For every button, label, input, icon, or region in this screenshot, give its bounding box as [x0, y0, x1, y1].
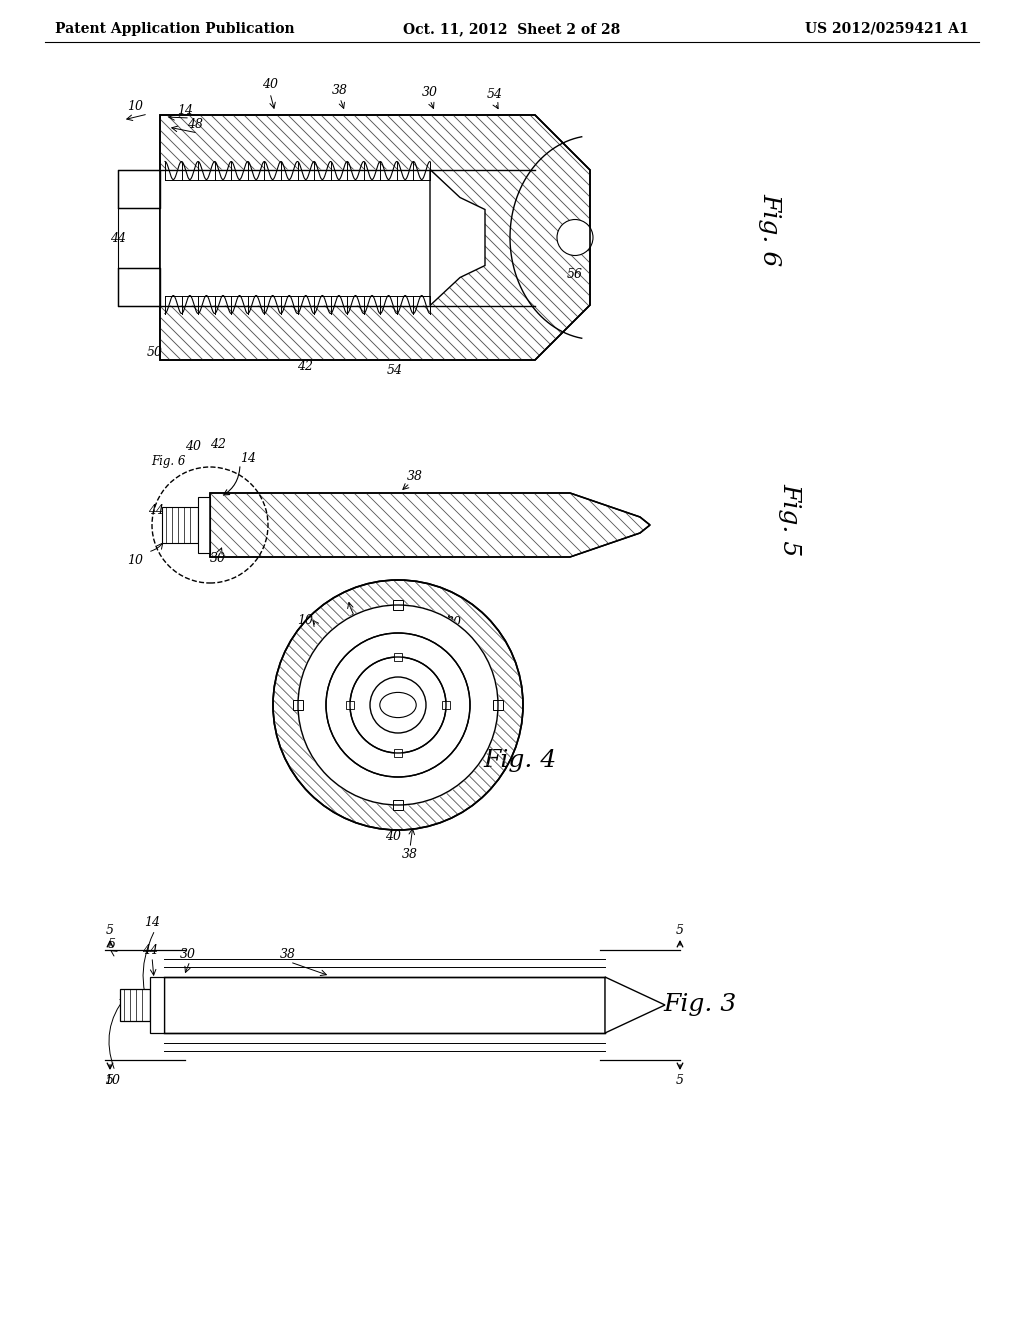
Text: 30: 30 [180, 948, 196, 961]
Text: 50: 50 [147, 346, 163, 359]
Bar [393, 601, 403, 610]
Text: 38: 38 [332, 83, 348, 96]
Text: 5: 5 [676, 1073, 684, 1086]
Text: 14: 14 [144, 916, 160, 929]
Polygon shape [120, 989, 150, 1020]
Circle shape [350, 657, 446, 752]
Text: 42: 42 [297, 360, 313, 374]
Polygon shape [162, 507, 198, 543]
Text: 38: 38 [402, 849, 418, 862]
Bar [293, 700, 303, 710]
Text: 30: 30 [446, 615, 462, 628]
Text: 40: 40 [185, 441, 201, 454]
Circle shape [557, 219, 593, 256]
Circle shape [297, 605, 499, 807]
Bar [346, 701, 354, 709]
Text: 14: 14 [240, 451, 256, 465]
Text: 10: 10 [127, 553, 143, 566]
Text: 38: 38 [407, 470, 423, 483]
Text: 44: 44 [142, 944, 158, 957]
Text: Fig. 6: Fig. 6 [759, 193, 781, 267]
Polygon shape [160, 115, 590, 360]
Circle shape [298, 605, 498, 805]
Text: Patent Application Publication: Patent Application Publication [55, 22, 295, 36]
Polygon shape [198, 498, 210, 553]
Text: 42: 42 [400, 697, 416, 710]
Text: 48: 48 [187, 119, 203, 132]
Text: 50: 50 [384, 689, 400, 701]
Text: 46: 46 [370, 678, 386, 692]
Text: 5: 5 [106, 924, 114, 936]
Text: 14: 14 [177, 103, 193, 116]
Text: Fig. 3: Fig. 3 [664, 994, 736, 1016]
Text: 30: 30 [210, 552, 226, 565]
Polygon shape [164, 977, 605, 1034]
Text: 10: 10 [127, 100, 143, 114]
Text: 44: 44 [148, 503, 164, 516]
Polygon shape [210, 492, 650, 557]
Text: 14: 14 [347, 614, 362, 627]
Polygon shape [160, 169, 485, 305]
Polygon shape [605, 977, 665, 1034]
Text: 10: 10 [297, 614, 313, 627]
Text: 44: 44 [110, 231, 126, 244]
Polygon shape [118, 169, 160, 207]
Polygon shape [430, 169, 485, 305]
Text: Fig. 5: Fig. 5 [778, 483, 802, 557]
Text: Oct. 11, 2012  Sheet 2 of 28: Oct. 11, 2012 Sheet 2 of 28 [403, 22, 621, 36]
Bar [493, 700, 503, 710]
Bar [394, 748, 402, 756]
Text: 54: 54 [387, 363, 403, 376]
Ellipse shape [380, 693, 416, 718]
Text: Fig. 6: Fig. 6 [151, 455, 185, 469]
Text: 40: 40 [385, 830, 401, 843]
Polygon shape [150, 977, 164, 1034]
Bar [394, 653, 402, 661]
Text: 48: 48 [357, 766, 373, 779]
Text: 54: 54 [487, 88, 503, 102]
Text: 10: 10 [104, 1073, 120, 1086]
Text: 30: 30 [422, 86, 438, 99]
Text: US 2012/0259421 A1: US 2012/0259421 A1 [805, 22, 969, 36]
Text: Fig. 4: Fig. 4 [483, 748, 557, 771]
Bar [442, 701, 450, 709]
Text: 44: 44 [480, 698, 496, 711]
Circle shape [273, 579, 523, 830]
Text: 5: 5 [106, 1073, 114, 1086]
Text: 38: 38 [280, 949, 296, 961]
Text: 56: 56 [567, 268, 583, 281]
Circle shape [326, 634, 470, 777]
Text: 40: 40 [262, 78, 278, 91]
Text: 42: 42 [210, 438, 226, 451]
Polygon shape [118, 268, 160, 305]
Text: 5: 5 [676, 924, 684, 936]
Bar [393, 800, 403, 810]
Circle shape [370, 677, 426, 733]
Text: 5: 5 [108, 939, 116, 952]
